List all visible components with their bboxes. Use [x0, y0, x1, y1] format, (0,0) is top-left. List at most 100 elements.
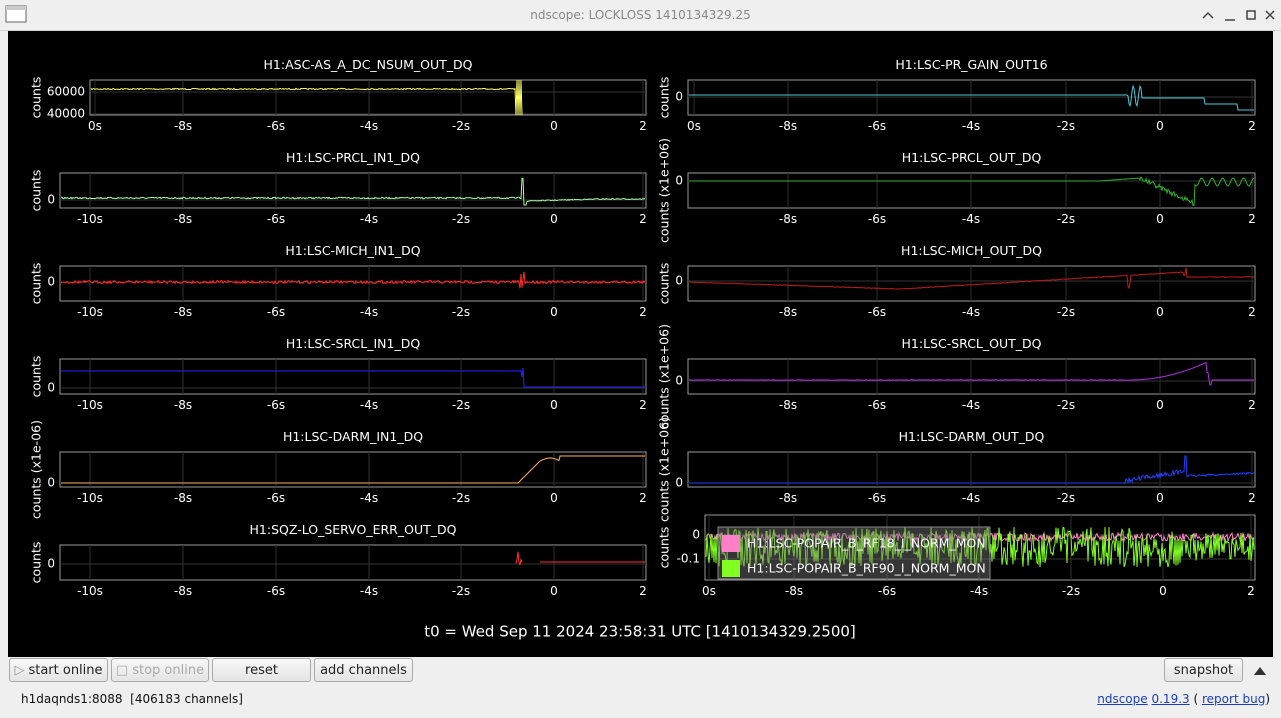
- text: ): [1265, 692, 1270, 706]
- x-tick-label: 0s: [702, 584, 716, 598]
- title-bar: ndscope: LOCKLOSS 1410134329.25: [0, 0, 1281, 31]
- x-tick-label: 2: [639, 584, 647, 598]
- link[interactable]: report bug: [1202, 692, 1266, 706]
- x-tick-label: 0: [1156, 305, 1164, 319]
- x-tick-label: 2: [1248, 305, 1256, 319]
- snapshot-button[interactable]: snapshot: [1164, 658, 1243, 682]
- plot-title: H1:SQZ-LO_SERVO_ERR_OUT_DQ: [250, 522, 457, 537]
- plot-title: H1:LSC-SRCL_IN1_DQ: [286, 336, 421, 351]
- server-status: h1daqnds1:8088 [406183 channels]: [21, 692, 243, 706]
- plot-frame: [59, 451, 647, 488]
- x-tick-label: -6s: [267, 212, 285, 226]
- x-tick-label: -8s: [779, 212, 797, 226]
- trace: [705, 526, 1255, 568]
- link[interactable]: ndscope: [1097, 692, 1148, 706]
- plot-title: H1:LSC-PR_GAIN_OUT16: [895, 57, 1047, 72]
- x-tick-label: -8s: [779, 119, 797, 133]
- y-axis-label: counts: [657, 263, 672, 305]
- stop-online-button[interactable]: □ stop online: [111, 658, 209, 682]
- x-tick-label: 0: [1156, 491, 1164, 505]
- x-tick-label: 0: [550, 305, 558, 319]
- t0-label: t0 = Wed Sep 11 2024 23:58:31 UTC [14101…: [424, 623, 856, 641]
- reset-button[interactable]: reset: [212, 658, 311, 682]
- x-tick-label: 2: [639, 119, 647, 133]
- x-tick-label: 2: [639, 398, 647, 412]
- trace: [688, 361, 1254, 386]
- x-tick-label: -4s: [962, 305, 980, 319]
- plot-frame: [704, 514, 1256, 581]
- x-tick-label: -4s: [962, 398, 980, 412]
- x-tick-label: -2s: [1057, 305, 1075, 319]
- x-tick-label: 2: [639, 212, 647, 226]
- y-tick-label: 0: [675, 174, 683, 188]
- x-tick-label: -4s: [360, 212, 378, 226]
- x-tick-label: -6s: [868, 491, 886, 505]
- window-controls[interactable]: [1191, 0, 1281, 30]
- x-tick-label: 0: [1156, 212, 1164, 226]
- trace: [689, 455, 1255, 485]
- add-channels-button[interactable]: add channels: [314, 658, 413, 682]
- y-tick-label: 0: [675, 274, 683, 288]
- x-tick-label: -10s: [77, 491, 103, 505]
- legend-label: H1:LSC-POPAIR_B_RF90_I_NORM_MON: [747, 561, 986, 576]
- x-tick-label: -2s: [452, 584, 470, 598]
- x-tick-label: -10s: [77, 212, 103, 226]
- x-tick-label: -4s: [962, 212, 980, 226]
- y-tick-label: 0: [47, 193, 55, 207]
- x-tick-label: 2: [639, 491, 647, 505]
- trace: [60, 271, 646, 289]
- plot-title: H1:LSC-MICH_IN1_DQ: [285, 243, 420, 258]
- y-tick-label: 0: [47, 275, 55, 289]
- x-tick-label: -4s: [360, 398, 378, 412]
- x-tick-label: -8s: [785, 584, 803, 598]
- x-tick-label: -4s: [360, 305, 378, 319]
- x-tick-label: -6s: [868, 212, 886, 226]
- window-title: ndscope: LOCKLOSS 1410134329.25: [530, 8, 751, 22]
- start-online-button[interactable]: ▷ start online: [9, 658, 108, 682]
- x-tick-label: -6s: [868, 398, 886, 412]
- y-axis-label: counts (x1e-06): [29, 420, 44, 519]
- trace: [689, 84, 1254, 111]
- expand-arrow[interactable]: [1252, 663, 1268, 679]
- x-tick-label: -2s: [1057, 398, 1075, 412]
- legend-label: H1:LSC-POPAIR_B_RF18_I_NORM_MON: [747, 536, 986, 551]
- y-tick-label: 0: [47, 476, 55, 490]
- x-tick-label: -10s: [77, 398, 103, 412]
- x-tick-label: -8s: [174, 305, 192, 319]
- y-axis-label: counts (x1e+06): [657, 417, 672, 522]
- plot-frame: [59, 172, 647, 209]
- x-tick-label: 0: [1156, 398, 1164, 412]
- x-tick-label: -6s: [267, 584, 285, 598]
- x-tick-label: 2: [1248, 212, 1256, 226]
- link[interactable]: 0.19.3: [1151, 692, 1190, 706]
- plot-title: H1:LSC-DARM_IN1_DQ: [283, 429, 423, 444]
- text: (: [1193, 692, 1199, 706]
- x-tick-label: -8s: [174, 491, 192, 505]
- plot: counts 0 -0.1 0s -8s -6s -4s -2s 0 2 H1:LSC-POPAIR…: [657, 514, 1256, 598]
- y-axis-label: counts: [29, 263, 44, 305]
- y-tick-label: -0.1: [677, 552, 700, 566]
- plot-frame: [89, 79, 647, 116]
- x-tick-label: -4s: [360, 491, 378, 505]
- x-tick-label: 2: [639, 305, 647, 319]
- x-tick-label: 2: [1248, 398, 1256, 412]
- button-label: stop online: [132, 662, 205, 678]
- legend-box: [717, 526, 991, 580]
- x-tick-label: 0: [550, 398, 558, 412]
- x-tick-label: 0: [1159, 584, 1167, 598]
- x-tick-label: -2s: [1057, 212, 1075, 226]
- plot-title: H1:LSC-PRCL_IN1_DQ: [286, 150, 420, 165]
- x-tick-label: 0: [550, 491, 558, 505]
- x-tick-label: 0s: [88, 119, 102, 133]
- y-axis-label: counts: [29, 170, 44, 212]
- plot-title: H1:LSC-SRCL_OUT_DQ: [902, 336, 1042, 351]
